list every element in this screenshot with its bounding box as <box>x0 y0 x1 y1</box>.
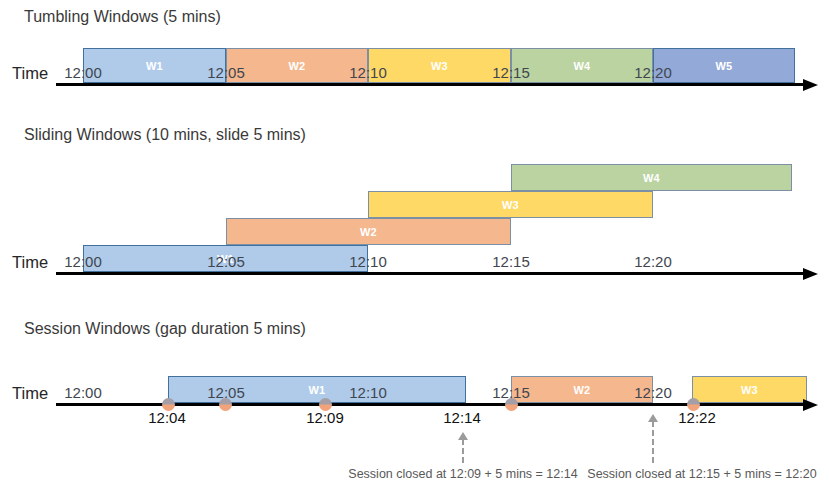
time-axis-title: Time <box>12 64 48 83</box>
window-label: W3 <box>502 199 519 211</box>
event-dot-icon <box>219 398 232 411</box>
window-label: W1 <box>146 60 163 72</box>
axis-tick-label: 12:15 <box>479 63 543 82</box>
event-dot-icon <box>687 398 700 411</box>
dashed-arrow-icon <box>648 414 658 422</box>
window-box-w3: W3 <box>368 48 511 83</box>
event-dot-icon <box>505 398 518 411</box>
window-box-w2: W2 <box>511 376 653 403</box>
window-box-w1: W1 <box>83 245 368 272</box>
axis-arrowhead-icon <box>803 268 818 280</box>
session-closed-annotation: Session closed at 12:15 + 5 mins = 12:20 <box>562 467 829 481</box>
event-dot-icon <box>162 398 175 411</box>
window-label: W2 <box>360 226 377 238</box>
window-label: W2 <box>573 384 590 396</box>
window-label: W4 <box>643 172 660 184</box>
axis-tick-label: 12:05 <box>194 252 258 271</box>
window-label: W1 <box>308 384 325 396</box>
time-axis <box>56 272 803 275</box>
session-closed-annotation: Session closed at 12:09 + 5 mins = 12:14 <box>323 467 603 481</box>
axis-tick-label: 12:00 <box>51 252 115 271</box>
dashed-arrow-icon <box>458 432 468 440</box>
axis-tick-label: 12:10 <box>336 63 400 82</box>
axis-tick-label: 12:20 <box>621 383 685 402</box>
window-label: W2 <box>288 60 305 72</box>
section-title: Sliding Windows (10 mins, slide 5 mins) <box>24 126 306 144</box>
dashed-arrow-line <box>652 421 654 463</box>
axis-tick-label: 12:00 <box>51 63 115 82</box>
window-box-w1: W1 <box>83 48 226 83</box>
section-tumbling: Tumbling Windows (5 mins) W1 W2 W3 W4 W5 12:00… <box>0 0 829 498</box>
event-time-label: 12:04 <box>132 409 202 426</box>
time-axis <box>56 83 803 86</box>
section-session: Session Windows (gap duration 5 mins) W1 W… <box>0 0 829 498</box>
dashed-arrow-line <box>462 439 464 463</box>
axis-tick-label: 12:10 <box>336 252 400 271</box>
window-box-w3: W3 <box>368 191 653 218</box>
window-box-w2: W2 <box>226 218 511 245</box>
axis-tick-label: 12:05 <box>194 383 258 402</box>
window-box-w3: W3 <box>692 376 807 403</box>
window-label: W3 <box>431 60 448 72</box>
window-box-w4: W4 <box>511 164 792 191</box>
section-title: Session Windows (gap duration 5 mins) <box>24 320 306 338</box>
axis-tick-label: 12:20 <box>621 63 685 82</box>
event-time-label: 12:09 <box>290 409 360 426</box>
axis-tick-label: 12:00 <box>51 383 115 402</box>
window-box-w4: W4 <box>511 48 653 83</box>
window-box-w1: W1 <box>168 376 466 403</box>
window-label: W1 <box>217 253 234 265</box>
axis-tick-label: 12:15 <box>479 383 543 402</box>
windowing-diagram: Tumbling Windows (5 mins) W1 W2 W3 W4 W5 12:00… <box>0 0 829 498</box>
event-time-label: 12:22 <box>662 409 732 426</box>
window-label: W5 <box>715 60 732 72</box>
event-dot-icon <box>319 398 332 411</box>
window-label: W3 <box>741 384 758 396</box>
section-sliding: Sliding Windows (10 mins, slide 5 mins) W… <box>0 0 829 498</box>
window-box-w2: W2 <box>226 48 368 83</box>
axis-tick-label: 12:20 <box>621 252 685 271</box>
window-box-w5: W5 <box>653 48 795 83</box>
axis-tick-label: 12:05 <box>194 63 258 82</box>
event-time-label: 12:14 <box>427 409 497 426</box>
axis-tick-label: 12:15 <box>479 252 543 271</box>
time-axis <box>56 403 803 406</box>
axis-arrowhead-icon <box>803 79 818 91</box>
section-title: Tumbling Windows (5 mins) <box>24 8 221 26</box>
window-label: W4 <box>573 60 590 72</box>
time-axis-title: Time <box>12 384 48 403</box>
axis-tick-label: 12:10 <box>336 383 400 402</box>
axis-arrowhead-icon <box>803 399 818 411</box>
time-axis-title: Time <box>12 253 48 272</box>
